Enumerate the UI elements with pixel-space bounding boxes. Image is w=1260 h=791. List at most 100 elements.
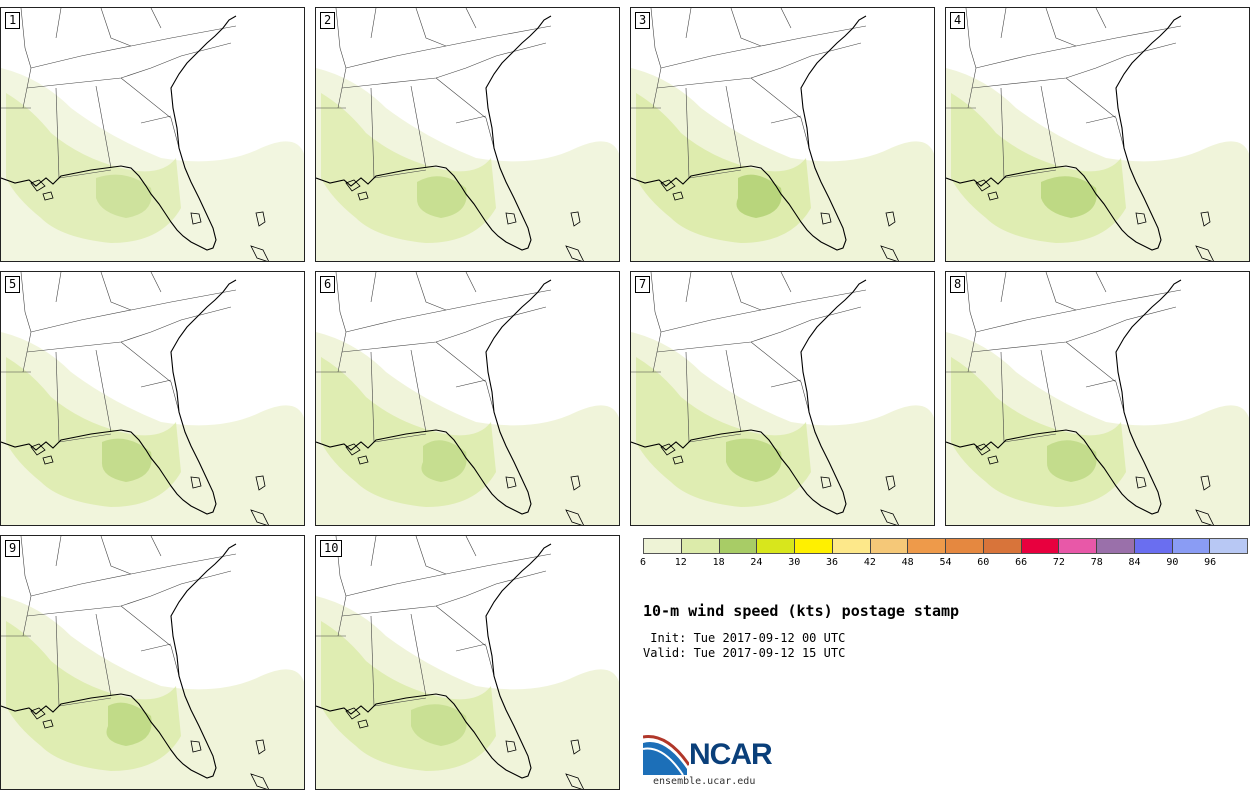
colorbar-bin-7 (908, 539, 946, 553)
islands (30, 443, 269, 525)
islands (975, 179, 1214, 261)
wind-field-18kt (736, 174, 782, 218)
colorbar-tick-label: 72 (1052, 557, 1065, 568)
islands (345, 707, 584, 789)
init-time: Init: Tue 2017-09-12 00 UTC (643, 631, 846, 645)
colorbar-tick-label: 36 (826, 557, 839, 568)
colorbar-tick-label: 42 (863, 557, 876, 568)
colorbar-bin-2 (719, 539, 758, 553)
colorbar-tick-label: 48 (901, 557, 914, 568)
panel-map-svg (1, 536, 304, 789)
panel-number-label: 4 (950, 12, 966, 29)
panel-number-label: 1 (5, 12, 21, 29)
wind-field-18kt (726, 438, 782, 482)
colorbar-tick-label: 30 (788, 557, 801, 568)
panel-map-svg (946, 8, 1249, 261)
map-panel-1: 1 (0, 7, 305, 262)
colorbar-bin-11 (1059, 539, 1097, 553)
coastline (1, 279, 237, 515)
wind-field-12kt (321, 357, 496, 507)
wind-field-12kt (321, 621, 496, 771)
map-panel-8: 8 (945, 271, 1250, 526)
coastline (316, 543, 552, 779)
islands (345, 179, 584, 261)
state-borders (316, 272, 552, 443)
ncar-swoosh-icon (642, 735, 691, 776)
colorbar-bin-10 (1021, 539, 1060, 553)
panel-map-svg (631, 272, 934, 525)
map-panel-5: 5 (0, 271, 305, 526)
panel-map-svg (946, 272, 1249, 525)
colorbar-bin-4 (795, 539, 833, 553)
panel-number-label: 2 (320, 12, 336, 29)
colorbar-tick-label: 18 (712, 557, 725, 568)
panel-number-label: 3 (635, 12, 651, 29)
wind-field-12kt (6, 93, 181, 243)
wind-field-18kt (106, 702, 152, 746)
colorbar-tick-label: 90 (1166, 557, 1179, 568)
colorbar-tick-label: 96 (1204, 557, 1217, 568)
colorbar-bin-8 (946, 539, 984, 553)
state-borders (946, 272, 1182, 443)
map-panel-4: 4 (945, 7, 1250, 262)
map-panel-3: 3 (630, 7, 935, 262)
colorbar-tick-label: 54 (939, 557, 952, 568)
panel-map-svg (316, 272, 619, 525)
wind-field-18kt (101, 438, 152, 482)
wind-field-18kt (1041, 176, 1097, 218)
colorbar-tick-label: 12 (674, 557, 687, 568)
wind-field-18kt (96, 174, 152, 218)
panel-number-label: 6 (320, 276, 336, 293)
wind-field-18kt (411, 704, 467, 746)
colorbar-bin-13 (1134, 539, 1173, 553)
colorbar-bin-6 (870, 539, 909, 553)
panel-number-label: 7 (635, 276, 651, 293)
coastline (631, 279, 867, 515)
colorbar-ticks: 6 12 18 24 30 36 42 48 54 60 66 72 78 84 90 96 (640, 557, 1248, 571)
coastline (1, 543, 237, 779)
panel-map-svg (1, 8, 304, 261)
coastline (316, 15, 552, 251)
islands (975, 443, 1214, 525)
wind-field-18kt (416, 176, 467, 218)
colorbar-bin-15 (1210, 539, 1247, 553)
colorbar-tick-label: 24 (750, 557, 763, 568)
colorbar-bin-12 (1097, 539, 1135, 553)
panel-number-label: 8 (950, 276, 966, 293)
map-panel-6: 6 (315, 271, 620, 526)
panel-number-label: 10 (320, 540, 343, 557)
panel-number-label: 9 (5, 540, 21, 557)
coastline (946, 279, 1182, 515)
colorbar-tick-label: 66 (1015, 557, 1028, 568)
colorbar-tick-label: 60 (977, 557, 990, 568)
coastline (946, 15, 1182, 251)
map-panel-10: 10 (315, 535, 620, 790)
colorbar-bin-5 (832, 539, 871, 553)
colorbar-tick-label: 84 (1128, 557, 1141, 568)
islands (660, 179, 899, 261)
wind-field-18kt (1046, 440, 1097, 482)
map-panel-2: 2 (315, 7, 620, 262)
ncar-wordmark: NCAR (689, 738, 773, 771)
wind-field-18kt (421, 440, 467, 482)
islands (345, 443, 584, 525)
panel-map-svg (1, 272, 304, 525)
wind-field-12kt (321, 93, 496, 243)
colorbar-bin-14 (1172, 539, 1211, 553)
coastline (316, 279, 552, 515)
state-borders (946, 8, 1182, 179)
colorbar-tick-label: 78 (1090, 557, 1103, 568)
colorbar-bin-0 (644, 539, 682, 553)
coastline (1, 15, 237, 251)
colorbar-bin-9 (983, 539, 1022, 553)
colorbar-bin-1 (681, 539, 720, 553)
coastline (631, 15, 867, 251)
map-panel-7: 7 (630, 271, 935, 526)
islands (30, 179, 269, 261)
state-borders (1, 536, 237, 707)
state-borders (631, 272, 867, 443)
valid-time: Valid: Tue 2017-09-12 15 UTC (643, 646, 846, 660)
map-panel-9: 9 (0, 535, 305, 790)
plot-title: 10-m wind speed (kts) postage stamp (643, 602, 960, 620)
panel-map-svg (316, 8, 619, 261)
